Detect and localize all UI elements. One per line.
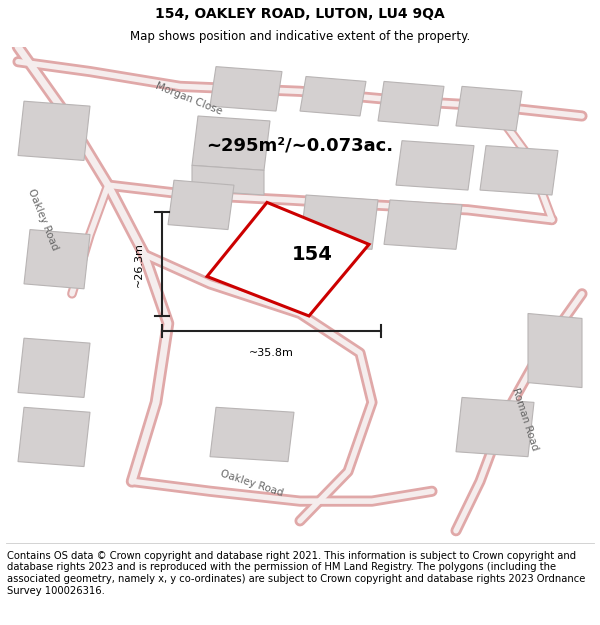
Polygon shape	[396, 141, 474, 190]
Polygon shape	[480, 146, 558, 195]
Polygon shape	[18, 408, 90, 466]
Polygon shape	[207, 202, 369, 316]
Text: ~26.3m: ~26.3m	[134, 242, 144, 286]
Polygon shape	[210, 67, 282, 111]
Text: Contains OS data © Crown copyright and database right 2021. This information is : Contains OS data © Crown copyright and d…	[7, 551, 586, 596]
Polygon shape	[456, 86, 522, 131]
Text: Oakley Road: Oakley Road	[26, 188, 60, 252]
Polygon shape	[210, 408, 294, 462]
Text: Morgan Close: Morgan Close	[154, 81, 224, 117]
Text: Oakley Road: Oakley Road	[220, 469, 284, 499]
Text: 154, OAKLEY ROAD, LUTON, LU4 9QA: 154, OAKLEY ROAD, LUTON, LU4 9QA	[155, 7, 445, 21]
Polygon shape	[18, 101, 90, 161]
Polygon shape	[168, 180, 234, 229]
Polygon shape	[300, 76, 366, 116]
Polygon shape	[24, 229, 90, 289]
Polygon shape	[300, 195, 378, 249]
Text: ~295m²/~0.073ac.: ~295m²/~0.073ac.	[206, 137, 394, 154]
Text: Map shows position and indicative extent of the property.: Map shows position and indicative extent…	[130, 30, 470, 43]
Polygon shape	[192, 166, 264, 195]
Polygon shape	[378, 81, 444, 126]
Text: 154: 154	[292, 246, 332, 264]
Text: ~35.8m: ~35.8m	[249, 348, 294, 358]
Polygon shape	[18, 338, 90, 398]
Polygon shape	[456, 398, 534, 457]
Polygon shape	[528, 314, 582, 388]
Polygon shape	[192, 116, 270, 170]
Text: Roman Road: Roman Road	[510, 387, 540, 452]
Polygon shape	[384, 200, 462, 249]
